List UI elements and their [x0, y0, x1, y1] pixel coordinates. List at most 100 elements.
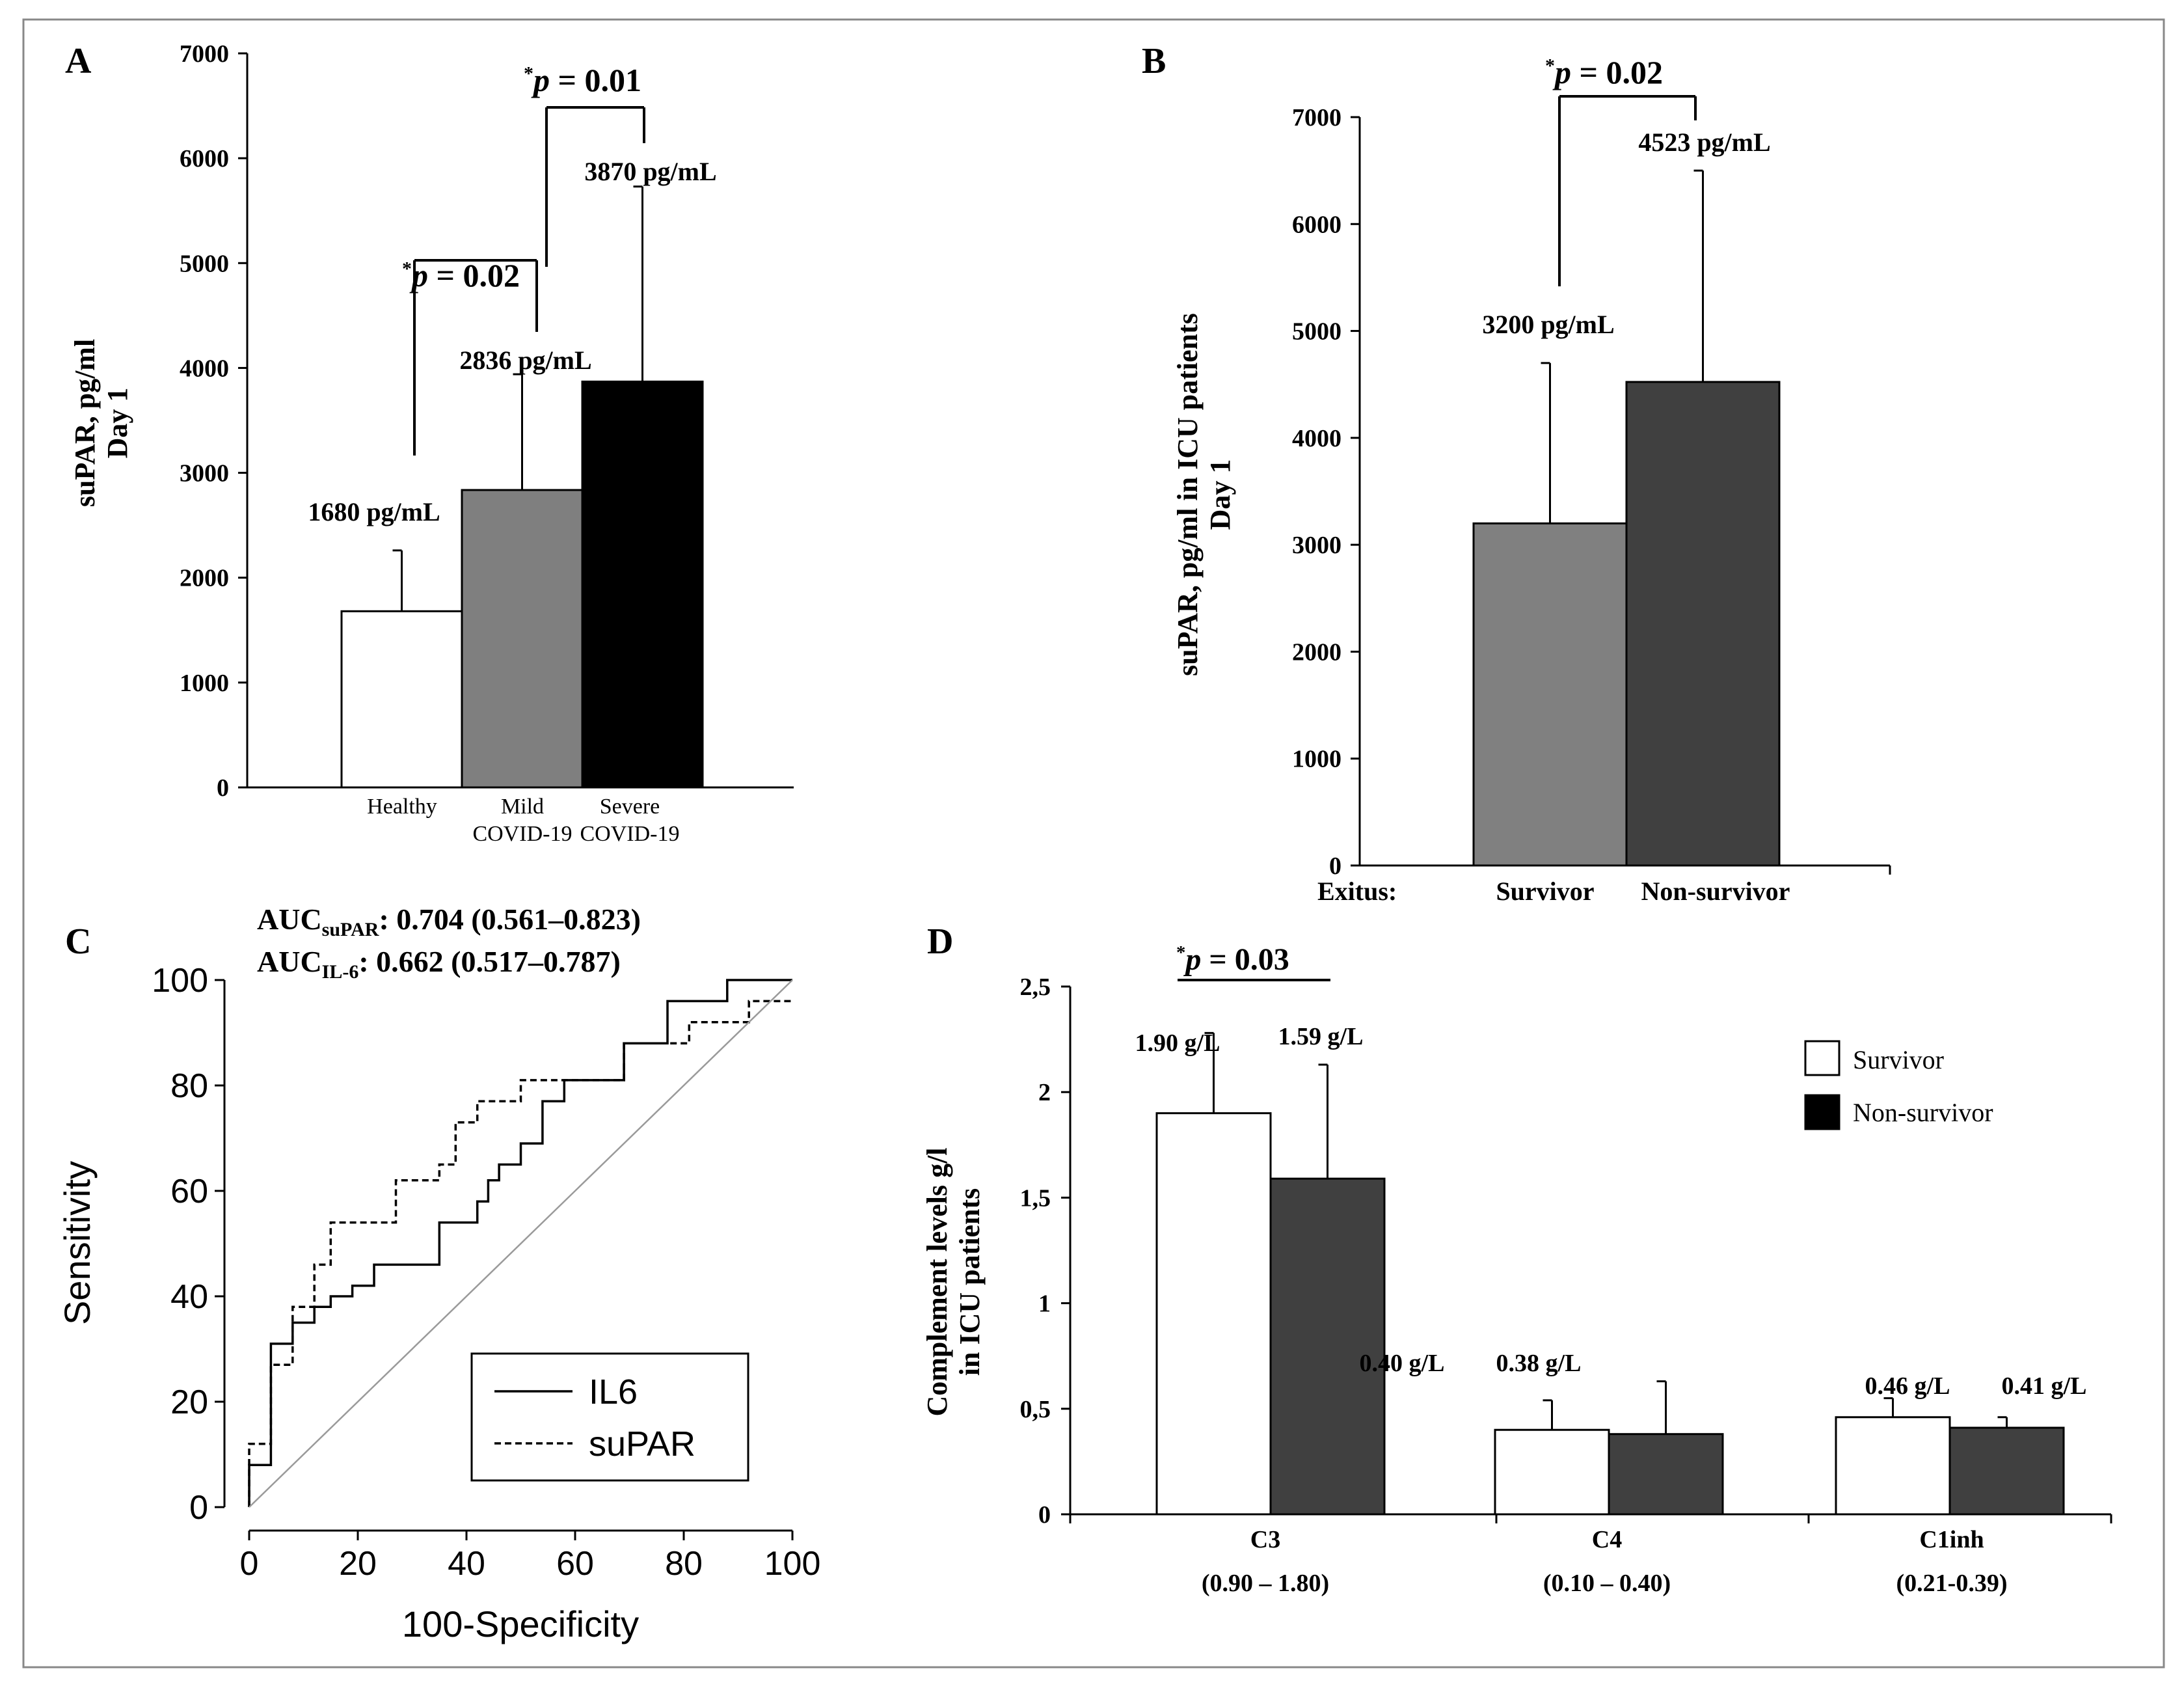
y-tick-label: 5000 — [1292, 318, 1341, 346]
y-axis-label-sub: in ICU patients — [954, 1188, 986, 1376]
bar — [1269, 1177, 1386, 1516]
y-axis-label: Complement levels g/l — [921, 1147, 953, 1416]
p-value-label: *p = 0.02 — [1545, 54, 1663, 90]
roc-curve-supar — [248, 1000, 792, 1507]
x-tick-label: 60 — [556, 1545, 594, 1583]
bar — [581, 380, 704, 789]
y-axis-label: suPAR, pg/ml — [69, 339, 101, 507]
p-value-label: *p = 0.01 — [524, 62, 641, 98]
y-tick-label: 4000 — [180, 355, 229, 382]
y-tick-label: 1 — [1038, 1290, 1051, 1318]
p-value-label: *p = 0.03 — [1176, 942, 1289, 977]
panel-letter: D — [927, 921, 953, 962]
value-label: 0.40 g/L — [1360, 1350, 1445, 1377]
bar — [1472, 522, 1628, 867]
x-tick-label: Mild — [501, 795, 544, 819]
y-tick-label: 6000 — [180, 145, 229, 172]
x-tick-label: COVID-19 — [473, 822, 573, 846]
y-axis-title: suPAR, pg/ml in ICU patients Day 1 — [1172, 313, 1236, 676]
legend-label: suPAR — [589, 1424, 695, 1464]
y-tick-label: 20 — [170, 1383, 208, 1421]
y-axis-title: Sensitivity — [57, 1161, 98, 1325]
figure-frame — [22, 18, 2165, 1669]
value-label: 4523 pg/mL — [1638, 128, 1770, 157]
value-label: 2836 pg/mL — [459, 346, 591, 375]
y-tick-label: 1000 — [1292, 746, 1341, 773]
legend-label: IL6 — [589, 1372, 638, 1411]
y-tick-label: 60 — [170, 1173, 208, 1210]
p-value-label: *p = 0.02 — [402, 257, 520, 293]
y-tick-label: 7000 — [1292, 104, 1341, 131]
bar — [1625, 381, 1781, 867]
y-tick-label: 1000 — [180, 670, 229, 697]
reference-range-label: (0.21-0.39) — [1896, 1570, 2008, 1597]
panel-c: C 0 20 40 60 80 100 0 20 40 60 80 100 100-Specificit… — [57, 903, 820, 1644]
x-tick-label: 80 — [665, 1545, 703, 1583]
bar — [1608, 1433, 1724, 1516]
y-tick-label: 2000 — [180, 565, 229, 592]
y-tick-label: 2 — [1038, 1079, 1051, 1106]
reference-diagonal — [249, 979, 793, 1508]
y-tick-label: 2000 — [1292, 638, 1341, 666]
panel-b: B 0 1000 2000 3000 4000 5000 6000 7000 suPAR, pg… — [1142, 41, 1891, 906]
panel-letter: A — [65, 41, 92, 81]
x-tick-label: C4 — [1592, 1526, 1622, 1553]
value-label: 0.41 g/L — [2002, 1372, 2087, 1400]
legend-box — [470, 1352, 749, 1482]
y-tick-label: 7000 — [180, 40, 229, 68]
auc-label: AUCIL-6: 0.662 (0.517–0.787) — [257, 945, 621, 983]
y-axis-label: suPAR, pg/ml in ICU patients — [1172, 313, 1204, 676]
value-label: 3870 pg/mL — [584, 157, 716, 186]
reference-range-label: (0.90 – 1.80) — [1202, 1570, 1329, 1597]
bar — [1835, 1416, 1951, 1516]
value-label: 0.46 g/L — [1865, 1372, 1950, 1400]
y-tick-label: 3000 — [1292, 532, 1341, 559]
legend-swatch — [1804, 1094, 1840, 1130]
panel-letter: C — [65, 921, 91, 962]
bar — [1948, 1426, 2065, 1516]
y-axis-label-day: Day 1 — [1204, 459, 1236, 530]
reference-range-label: (0.10 – 0.40) — [1543, 1570, 1671, 1597]
x-axis-label: 100-Specificity — [402, 1603, 639, 1644]
y-tick-label: 100 — [152, 962, 208, 1000]
legend-swatch — [1804, 1040, 1840, 1076]
x-tick-label: Survivor — [1496, 877, 1594, 906]
x-axis-prefix: Exitus: — [1317, 877, 1397, 906]
bar — [1155, 1112, 1272, 1516]
legend-label: Survivor — [1853, 1045, 1944, 1074]
x-tick-label: Severe — [600, 795, 660, 819]
y-tick-label: 5000 — [180, 250, 229, 277]
x-tick-label: COVID-19 — [580, 822, 680, 846]
panel-d: D 0 0,5 1 1,5 2 2,5 Complement levels g/l in IC… — [921, 921, 2112, 1597]
y-tick-label: 80 — [170, 1067, 208, 1105]
value-label: 0.38 g/L — [1496, 1350, 1582, 1377]
y-tick-label: 3000 — [180, 460, 229, 487]
x-tick-label: Healthy — [367, 795, 437, 819]
y-tick-label: 6000 — [1292, 211, 1341, 238]
x-tick-label: 40 — [448, 1545, 485, 1583]
legend-label: Non-survivor — [1853, 1098, 1993, 1127]
y-tick-label: 40 — [170, 1278, 208, 1316]
x-tick-label: 20 — [339, 1545, 377, 1583]
value-label: 3200 pg/mL — [1482, 310, 1614, 339]
panel-letter: B — [1142, 41, 1166, 81]
y-tick-label: 4000 — [1292, 425, 1341, 452]
bar — [1494, 1428, 1610, 1516]
x-tick-label: 100 — [764, 1545, 821, 1583]
y-tick-label: 1,5 — [1020, 1184, 1051, 1212]
y-tick-label: 0 — [189, 1489, 208, 1527]
y-tick-label: 0 — [217, 774, 229, 802]
y-tick-label: 0 — [1329, 852, 1341, 880]
x-tick-label: Non-survivor — [1641, 877, 1790, 906]
x-tick-label: C3 — [1250, 1526, 1280, 1553]
y-tick-label: 0 — [1038, 1501, 1051, 1529]
value-label: 1.90 g/L — [1135, 1029, 1220, 1057]
y-tick-label: 0,5 — [1020, 1396, 1051, 1423]
value-label: 1.59 g/L — [1278, 1023, 1364, 1050]
auc-label: AUCsuPAR: 0.704 (0.561–0.823) — [257, 903, 641, 940]
y-axis-title: Complement levels g/l in ICU patients — [921, 1147, 986, 1416]
bar — [461, 489, 584, 789]
x-tick-label: 0 — [240, 1545, 259, 1583]
bar — [340, 610, 463, 789]
